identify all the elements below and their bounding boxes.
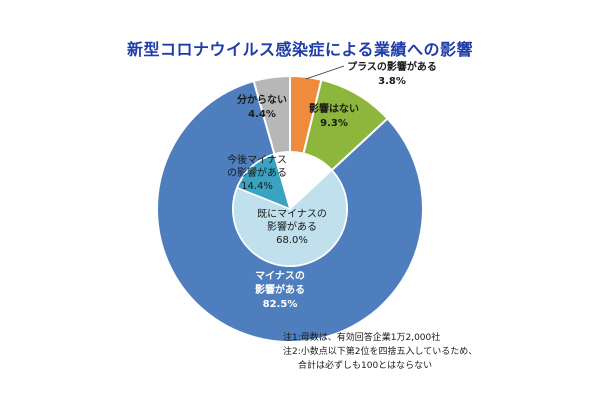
label-none-line-0: 影響はない <box>309 102 359 115</box>
label-unknown-line-1: 4.4% <box>248 109 276 120</box>
label-minus-line-1: 影響がある <box>255 283 305 296</box>
chart-notes: 注1:母数は、有効回答企業1万2,000社 注2:小数点以下第2位を四捨五入して… <box>283 331 477 373</box>
inner-slice-0 <box>232 169 348 267</box>
label-future-minus-line-2: 14.4% <box>241 181 273 192</box>
label-future-minus-line-1: の影響がある <box>227 166 287 179</box>
label-already-minus-line-1: 影響がある <box>267 220 317 233</box>
chart-title: 新型コロナウイルス感染症による業績への影響 <box>126 40 474 59</box>
inner-slice-1 <box>236 153 292 211</box>
label-plus-line-1: 3.8% <box>378 76 406 87</box>
label-already-minus-line-0: 既にマイナスの <box>257 208 327 220</box>
slice-labels: プラスの影響がある3.8%影響はない9.3%マイナスの影響がある82.5%分から… <box>227 60 437 310</box>
inner-pie <box>232 152 348 267</box>
label-minus-line-2: 82.5% <box>263 299 298 310</box>
label-future-minus-line-0: 今後マイナス <box>227 153 287 166</box>
note-1: 注1:母数は、有効回答企業1万2,000社 <box>283 333 441 343</box>
note-2: 注2:小数点以下第2位を四捨五入しているため、 <box>283 347 478 357</box>
label-unknown-line-0: 分からない <box>237 93 287 106</box>
note-3: 合計は必ずしも100とはならない <box>298 361 433 371</box>
label-already-minus-line-2: 68.0% <box>276 235 308 246</box>
label-plus-line-0: プラスの影響がある <box>347 60 437 73</box>
label-none-line-1: 9.3% <box>320 118 348 129</box>
leader-line <box>305 65 345 80</box>
label-minus-line-0: マイナスの <box>255 270 305 282</box>
